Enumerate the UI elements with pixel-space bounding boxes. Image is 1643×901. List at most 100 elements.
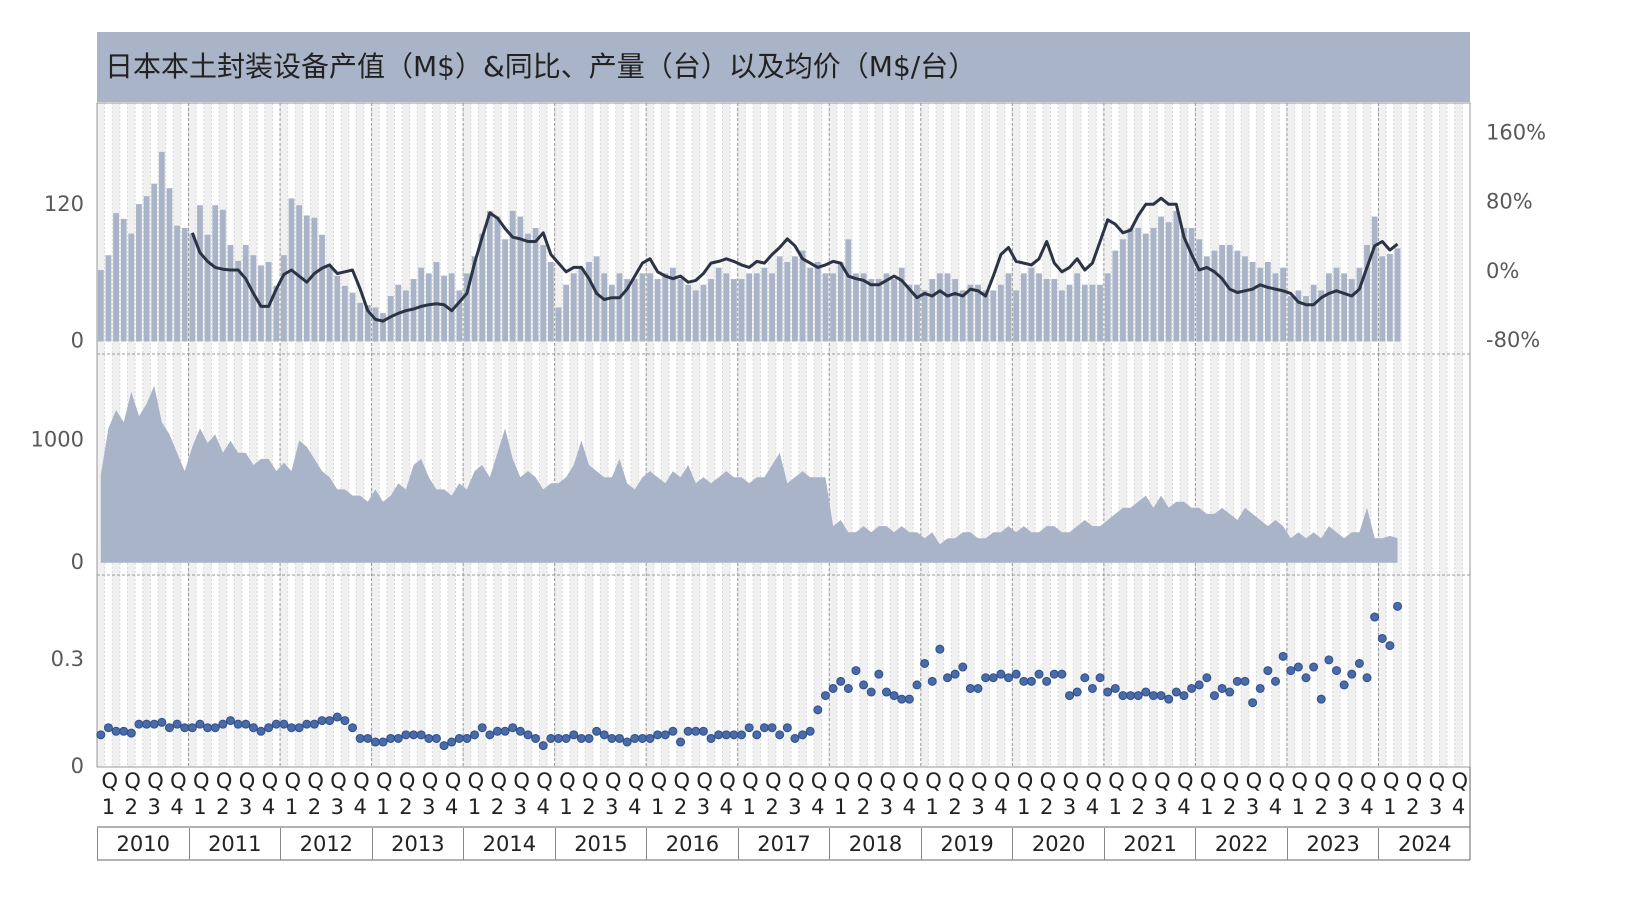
dot bbox=[828, 683, 838, 693]
y-tick-label: 120 bbox=[44, 192, 84, 216]
dot bbox=[615, 733, 625, 743]
bar bbox=[403, 290, 409, 342]
dot bbox=[653, 730, 663, 740]
dot bbox=[1156, 691, 1166, 701]
bar bbox=[845, 239, 852, 342]
bar bbox=[1165, 222, 1172, 342]
bar bbox=[1097, 284, 1103, 342]
bar bbox=[471, 256, 478, 342]
dot bbox=[1248, 698, 1258, 708]
quarter-text: Q4 bbox=[1085, 769, 1102, 819]
bar bbox=[616, 273, 623, 342]
bar bbox=[319, 234, 325, 342]
bar bbox=[334, 275, 341, 342]
quarter-label: Q4 bbox=[1447, 768, 1470, 826]
dot bbox=[1316, 694, 1326, 704]
bar bbox=[380, 313, 386, 342]
dot bbox=[1118, 691, 1128, 701]
quarter-label: Q1 bbox=[738, 768, 761, 826]
bar bbox=[639, 273, 646, 342]
quarter-text: Q1 bbox=[1016, 769, 1034, 819]
year-label: 2024 bbox=[1378, 828, 1470, 860]
bar bbox=[1120, 239, 1126, 342]
dot bbox=[1301, 673, 1311, 683]
bar bbox=[769, 273, 775, 342]
stripe bbox=[463, 103, 471, 767]
dot bbox=[1240, 676, 1250, 686]
dot bbox=[1194, 680, 1204, 690]
dot bbox=[592, 726, 602, 736]
stripe bbox=[783, 103, 792, 767]
bar bbox=[837, 262, 844, 342]
dot bbox=[485, 730, 495, 740]
bar bbox=[685, 284, 692, 342]
bar bbox=[578, 267, 585, 342]
quarter-text: Q3 bbox=[1428, 769, 1446, 819]
dot bbox=[309, 719, 319, 729]
quarter-label: Q2 bbox=[211, 768, 234, 826]
stripe bbox=[1317, 103, 1326, 767]
dot bbox=[111, 726, 121, 736]
dot bbox=[996, 669, 1006, 679]
bar bbox=[929, 279, 936, 342]
dot bbox=[1072, 687, 1082, 697]
bar bbox=[303, 215, 310, 342]
quarter-label: Q2 bbox=[1310, 768, 1333, 826]
dot bbox=[393, 733, 403, 743]
stripe bbox=[676, 103, 685, 767]
dot bbox=[630, 733, 640, 743]
bar bbox=[189, 233, 196, 342]
dot bbox=[706, 733, 716, 743]
quarter-text: Q4 bbox=[1451, 769, 1469, 819]
quarter-text: Q1 bbox=[1382, 769, 1400, 819]
dot bbox=[363, 733, 373, 743]
dot bbox=[470, 730, 480, 740]
bar bbox=[105, 255, 112, 342]
dot bbox=[668, 726, 678, 736]
bar bbox=[219, 209, 226, 342]
stripe bbox=[386, 103, 395, 767]
bar bbox=[1394, 248, 1401, 342]
quarter-label: Q3 bbox=[143, 768, 166, 826]
dot bbox=[119, 726, 129, 736]
quarter-label: Q3 bbox=[234, 768, 257, 826]
quarter-text: Q3 bbox=[330, 769, 347, 819]
dot bbox=[798, 730, 808, 740]
bar bbox=[1005, 273, 1012, 342]
quarter-text: Q1 bbox=[284, 769, 302, 819]
bar bbox=[669, 267, 676, 342]
bar bbox=[1287, 296, 1294, 342]
dot bbox=[515, 726, 525, 736]
dot bbox=[287, 723, 297, 733]
dot bbox=[1377, 633, 1387, 643]
year-label: 2014 bbox=[463, 828, 555, 860]
bar bbox=[586, 262, 592, 342]
quarter-text: Q1 bbox=[925, 769, 942, 819]
dot bbox=[836, 676, 846, 686]
dot bbox=[416, 730, 426, 740]
dot bbox=[1209, 691, 1219, 701]
stripe bbox=[203, 103, 212, 767]
dot bbox=[1110, 683, 1120, 693]
quarter-label: Q2 bbox=[303, 768, 326, 826]
dot bbox=[599, 730, 609, 740]
y-tick-label: 0 bbox=[71, 329, 84, 353]
dot bbox=[866, 687, 876, 697]
bar bbox=[608, 284, 615, 342]
dot bbox=[180, 723, 190, 733]
dot bbox=[264, 723, 274, 733]
stripe bbox=[1210, 103, 1219, 767]
stripe bbox=[402, 103, 410, 767]
dot bbox=[500, 726, 510, 736]
dot bbox=[1202, 673, 1212, 683]
stripe bbox=[1042, 103, 1051, 767]
dot bbox=[775, 730, 785, 740]
stripe bbox=[1073, 103, 1081, 767]
quarter-text: Q3 bbox=[1062, 769, 1080, 819]
stripe bbox=[1302, 103, 1310, 767]
quarter-text: Q2 bbox=[490, 769, 507, 819]
y2-tick-label: 80% bbox=[1486, 190, 1533, 214]
quarter-text: Q2 bbox=[124, 769, 141, 819]
dot bbox=[1080, 673, 1090, 683]
stripe bbox=[875, 103, 883, 767]
